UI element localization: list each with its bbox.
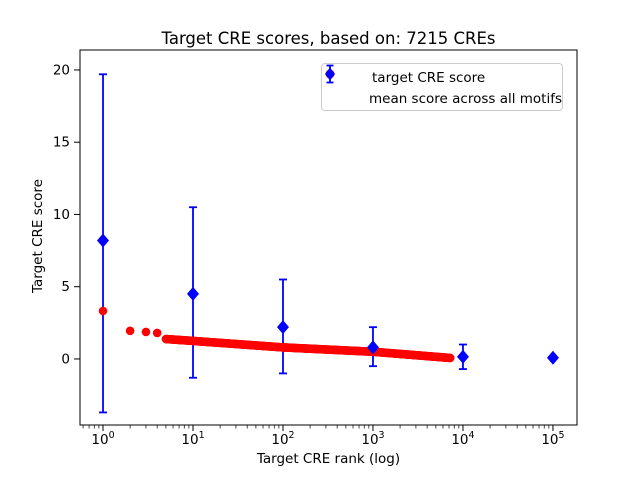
mean-score-diamonds [97, 233, 559, 365]
svg-text:105: 105 [541, 430, 564, 448]
mean-score-error-bars [99, 73, 557, 414]
y-axis-ticks [74, 69, 80, 360]
legend-entry-target-cre-score: target CRE score [322, 67, 562, 88]
legend-entry-label: mean score across all motifs [368, 90, 562, 107]
target-cre-score-points [98, 306, 455, 363]
svg-text:104: 104 [451, 430, 474, 448]
svg-text:102: 102 [271, 430, 294, 448]
legend-entry-label: target CRE score [372, 69, 486, 86]
svg-text:101: 101 [181, 430, 204, 448]
y-axis-label: Target CRE score [30, 179, 46, 293]
svg-text:10: 10 [53, 207, 70, 223]
svg-text:20: 20 [53, 62, 70, 78]
svg-text:5: 5 [61, 279, 70, 295]
axes-box [79, 49, 578, 426]
chart-title: Target CRE scores, based on: 7215 CREs [161, 29, 496, 48]
svg-text:15: 15 [53, 135, 70, 151]
svg-text:103: 103 [361, 430, 384, 448]
legend: target CRE score mean score across all m… [321, 63, 563, 111]
x-axis-tick-labels: 100 101 102 103 104 105 [91, 430, 564, 448]
svg-text:100: 100 [91, 430, 114, 448]
x-axis-ticks [82, 425, 554, 431]
x-axis-label: Target CRE rank (log) [256, 451, 401, 467]
y-axis-tick-labels: 0 5 10 15 20 [53, 62, 70, 367]
legend-entry-mean-score: mean score across all motifs [322, 64, 562, 109]
svg-text:0: 0 [61, 351, 70, 367]
